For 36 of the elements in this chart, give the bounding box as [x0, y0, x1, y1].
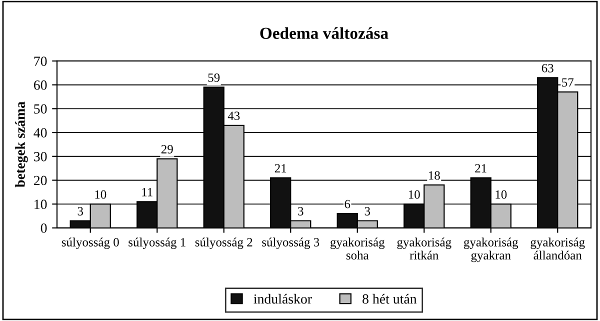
data-label: 10 [95, 190, 106, 199]
y-tick-label: 70 [34, 56, 47, 66]
legend-label: induláskor [254, 294, 312, 304]
y-tick-label: 30 [34, 152, 47, 162]
y-axis-title: betegek száma [15, 102, 28, 188]
data-label: 11 [142, 188, 152, 196]
x-tick-label: gyakoriság ritkán [397, 238, 452, 260]
data-label: 57 [562, 78, 574, 87]
data-label: 10 [408, 190, 420, 199]
data-label: 63 [542, 64, 554, 72]
data-label: 21 [274, 164, 286, 172]
data-label: 21 [475, 164, 486, 172]
x-tick-label: gyakoriság soha [330, 238, 385, 260]
data-label: 29 [161, 145, 173, 154]
data-label: 43 [228, 112, 240, 120]
data-label: 3 [298, 207, 304, 216]
data-label: 3 [78, 207, 83, 216]
data-label: 18 [428, 171, 440, 180]
data-label: 10 [496, 190, 507, 199]
x-tick-label: súlyosság 0 [62, 238, 119, 250]
data-label: 3 [364, 207, 370, 216]
y-tick-label: 60 [34, 80, 47, 90]
y-tick-label: 40 [34, 128, 47, 138]
x-tick-label: súlyosság 2 [195, 238, 252, 250]
legend-label: 8 hét után [362, 294, 417, 304]
y-tick-label: 20 [34, 176, 47, 186]
x-tick-label: gyakoriság állandóan [530, 238, 585, 260]
x-tick-label: súlyosság 1 [128, 238, 186, 250]
data-label: 6 [344, 200, 350, 208]
x-tick-label: súlyosság 3 [262, 238, 320, 250]
y-tick-label: 0 [40, 223, 47, 233]
y-tick-label: 50 [34, 104, 47, 114]
x-tick-label: gyakoriság gyakran [464, 238, 518, 262]
y-tick-label: 10 [34, 200, 47, 210]
chart-title: Oedema változása [260, 27, 388, 39]
data-label: 59 [208, 74, 220, 82]
